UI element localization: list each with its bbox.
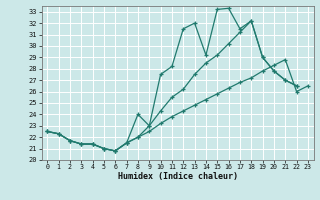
X-axis label: Humidex (Indice chaleur): Humidex (Indice chaleur) [118, 172, 237, 181]
